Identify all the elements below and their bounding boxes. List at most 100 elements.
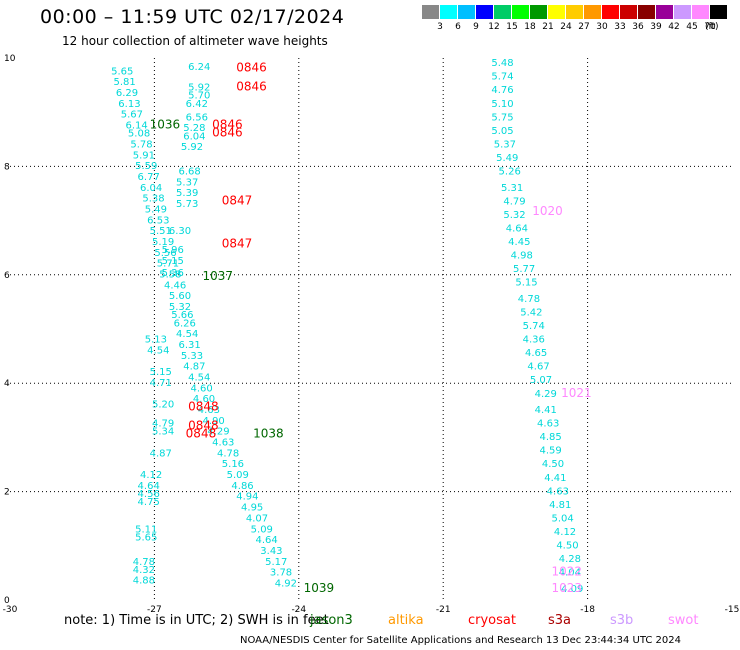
wave-height-label: 5.38 <box>142 194 164 205</box>
x-tick-label: -15 <box>725 605 740 615</box>
wave-height-label: 3.43 <box>260 546 282 557</box>
wave-height-label: 5.58 <box>159 270 181 281</box>
wave-height-label: 4.60 <box>193 394 215 405</box>
wave-height-label: 5.15 <box>150 367 172 378</box>
wave-height-label: 5.78 <box>130 139 152 150</box>
wave-height-label: 4.90 <box>203 416 225 427</box>
wave-height-label: 5.10 <box>491 99 513 110</box>
wave-height-label: 5.96 <box>162 245 184 256</box>
color-swatch <box>548 5 565 19</box>
wave-height-label: 5.70 <box>188 91 210 102</box>
wave-height-label: 5.20 <box>152 400 174 411</box>
wave-height-label: 6.77 <box>138 172 160 183</box>
wave-height-label: 4.29 <box>207 427 229 438</box>
wave-height-label: 4.45 <box>508 237 530 248</box>
wave-height-label: 4.78 <box>217 448 239 459</box>
wave-height-label: 4.12 <box>554 527 576 538</box>
pass-time-label: 1036 <box>150 117 181 131</box>
wave-height-label: 4.64 <box>506 223 528 234</box>
pass-time-label: 0848 <box>188 418 219 432</box>
wave-height-label: 5.13 <box>145 335 167 346</box>
wave-height-label: 5.59 <box>135 161 157 172</box>
color-scale-label: 12 <box>488 22 500 32</box>
color-swatch <box>512 5 529 19</box>
wave-height-label: 5.39 <box>176 188 198 199</box>
wave-height-label: 5.34 <box>152 427 174 438</box>
wave-height-label: 4.86 <box>231 481 253 492</box>
color-swatch <box>584 5 601 19</box>
wave-height-label: 5.91 <box>133 150 155 161</box>
wave-height-label: 5.11 <box>135 524 157 535</box>
color-swatch <box>638 5 655 19</box>
color-scale-label: 6 <box>455 22 461 32</box>
wave-height-label: 4.04 <box>559 568 581 579</box>
wave-height-label: 5.92 <box>188 83 210 94</box>
wave-height-label: 5.17 <box>265 557 287 568</box>
y-tick-label: 4 <box>4 379 10 389</box>
wave-height-label: 4.88 <box>133 576 155 587</box>
wave-height-label: 4.64 <box>255 535 277 546</box>
wave-height-label: 5.56 <box>154 248 176 259</box>
wave-height-label: 5.28 <box>183 123 205 134</box>
legend-item-jason3: jason3 <box>310 613 353 628</box>
wave-height-label: 5.08 <box>128 129 150 140</box>
wave-height-label: 6.53 <box>147 215 169 226</box>
footer-credit: NOAA/NESDIS Center for Satellite Applica… <box>240 635 682 646</box>
wave-height-label: 5.09 <box>251 524 273 535</box>
wave-height-label: 5.51 <box>150 226 172 237</box>
wave-height-label: 4.59 <box>539 446 561 457</box>
wave-height-label: 4.50 <box>556 541 578 552</box>
wave-height-label: 6.56 <box>186 112 208 123</box>
wave-height-label: 5.66 <box>171 310 193 321</box>
wave-height-label: 5.48 <box>491 58 513 69</box>
wave-height-label: 5.15 <box>515 278 537 289</box>
color-swatch <box>674 5 691 19</box>
wave-height-label: 4.79 <box>152 419 174 430</box>
wave-height-label: 5.32 <box>169 302 191 313</box>
wave-height-label: 4.63 <box>537 419 559 430</box>
wave-height-label: 5.74 <box>523 321 545 332</box>
wave-height-label: 6.68 <box>178 167 200 178</box>
pass-time-label: 1037 <box>203 269 234 283</box>
color-swatch <box>566 5 583 19</box>
wave-height-label: 6.14 <box>126 120 148 131</box>
wave-height-label: 4.78 <box>518 294 540 305</box>
color-scale-label: 36 <box>632 22 644 32</box>
wave-height-label: 5.36 <box>162 268 184 279</box>
color-scale-unit: (ft) <box>705 22 719 32</box>
legend-item-s3b: s3b <box>610 613 634 628</box>
pass-time-label: 1020 <box>532 204 563 218</box>
wave-height-label: 5.77 <box>513 264 535 275</box>
color-swatch <box>458 5 475 19</box>
color-scale-label: 24 <box>560 22 572 32</box>
x-tick-label: -27 <box>147 605 162 615</box>
wave-height-label: 5.26 <box>499 167 521 178</box>
wave-height-label: 5.75 <box>491 112 513 123</box>
wave-height-label: 5.42 <box>520 307 542 318</box>
wave-height-label: 4.07 <box>246 513 268 524</box>
y-tick-label: 6 <box>4 271 10 281</box>
wave-height-label: 6.13 <box>118 99 140 110</box>
wave-height-label: 4.87 <box>150 448 172 459</box>
wave-height-label: 4.81 <box>549 500 571 511</box>
wave-height-label: 4.85 <box>539 432 561 443</box>
wave-height-label: 5.65 <box>135 532 157 543</box>
color-scale-label: 21 <box>542 22 554 32</box>
wave-height-label: 5.15 <box>162 256 184 267</box>
wave-height-label: 6.30 <box>169 226 191 237</box>
wave-height-label: 5.19 <box>152 237 174 248</box>
wave-height-label: 5.33 <box>181 351 203 362</box>
wave-height-label: 4.54 <box>176 329 198 340</box>
color-scale-label: 33 <box>614 22 626 32</box>
wave-height-label: 6.04 <box>140 183 162 194</box>
y-tick-label: 0 <box>4 596 10 606</box>
x-tick-label: -30 <box>3 605 18 615</box>
wave-height-label: 5.65 <box>111 66 133 77</box>
wave-height-label: 5.07 <box>530 375 552 386</box>
wave-height-label: 4.64 <box>138 481 160 492</box>
wave-height-label: 4.32 <box>133 565 155 576</box>
wave-height-label: 6.31 <box>178 340 200 351</box>
pass-time-label: 1022 <box>552 565 583 579</box>
color-swatch <box>494 5 511 19</box>
